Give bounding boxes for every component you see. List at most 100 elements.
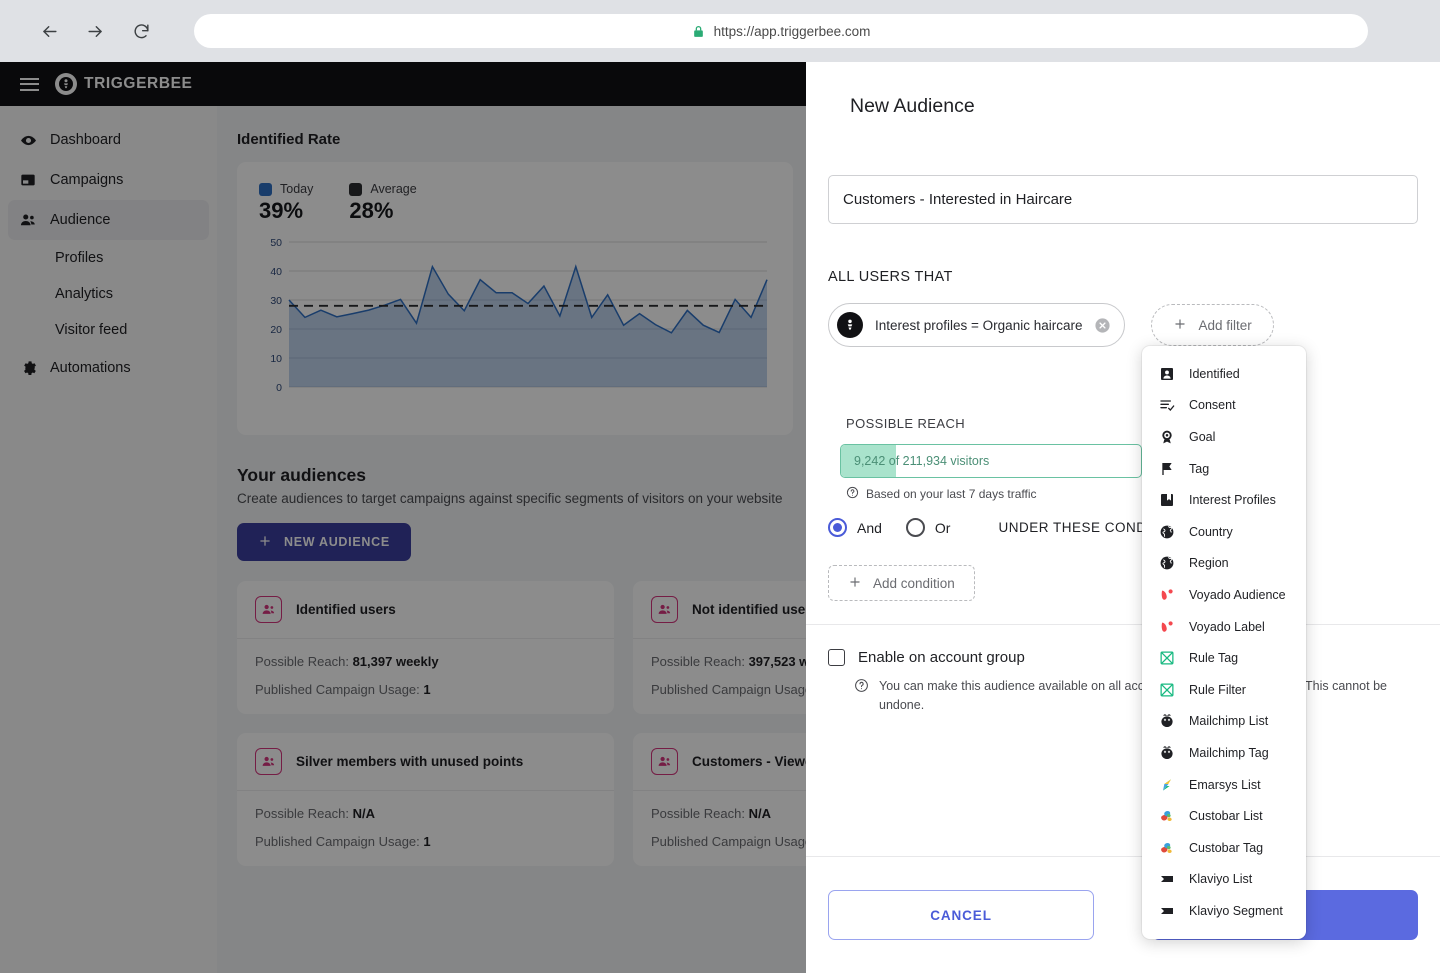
filter-chip-interest-profiles[interactable]: Interest profiles = Organic haircare xyxy=(828,303,1126,347)
account-group-checkbox-row[interactable]: Enable on account group xyxy=(828,649,1418,666)
dropdown-item-klaviyo-segment[interactable]: Klaviyo Segment xyxy=(1142,895,1306,927)
sidebar-item-visitor-feed[interactable]: Visitor feed xyxy=(0,312,217,348)
svg-text:50: 50 xyxy=(270,237,282,249)
dropdown-item-consent[interactable]: Consent xyxy=(1142,390,1306,422)
people-icon xyxy=(651,596,678,623)
lock-icon xyxy=(692,24,705,39)
dropdown-item-mailchimp-tag[interactable]: Mailchimp Tag xyxy=(1142,737,1306,769)
radio-and[interactable] xyxy=(828,518,847,537)
audience-card[interactable]: Silver members with unused points Possibl… xyxy=(237,733,614,866)
audience-card[interactable]: Identified users Possible Reach: 81,397 w… xyxy=(237,581,614,714)
back-button[interactable] xyxy=(34,16,64,46)
forward-button[interactable] xyxy=(80,16,110,46)
consent-icon xyxy=(1158,397,1175,414)
flag-icon xyxy=(1158,460,1175,477)
reload-button[interactable] xyxy=(126,16,156,46)
new-audience-button[interactable]: NEW AUDIENCE xyxy=(237,523,411,561)
address-bar[interactable]: https://app.triggerbee.com xyxy=(194,14,1368,48)
svg-text:10: 10 xyxy=(270,353,282,365)
chart-legend: Today 39% Average 28% xyxy=(259,182,771,224)
dropdown-item-custobar-list[interactable]: Custobar List xyxy=(1142,800,1306,832)
legend-swatch-average xyxy=(349,182,363,196)
possible-reach-bar: 9,242 of 211,934 visitors xyxy=(840,444,1142,478)
add-filter-button[interactable]: Add filter xyxy=(1151,304,1274,346)
triggerbee-logo-icon xyxy=(55,73,77,95)
people-icon xyxy=(255,748,282,775)
hamburger-icon[interactable] xyxy=(20,77,39,91)
close-circle-icon[interactable] xyxy=(1094,317,1111,334)
sidebar-item-profiles[interactable]: Profiles xyxy=(0,240,217,276)
plus-icon xyxy=(848,575,862,592)
dropdown-item-tag[interactable]: Tag xyxy=(1142,453,1306,485)
help-circle-icon xyxy=(854,678,869,715)
modal-title: New Audience xyxy=(850,95,975,117)
sidebar-item-audience[interactable]: Audience xyxy=(8,200,209,240)
sidebar-item-dashboard[interactable]: Dashboard xyxy=(8,120,209,160)
svg-text:20: 20 xyxy=(270,324,282,336)
voyado-icon xyxy=(1158,586,1175,603)
dropdown-item-identified[interactable]: Identified xyxy=(1142,358,1306,390)
dropdown-item-rule-tag[interactable]: Rule Tag xyxy=(1142,642,1306,674)
people-icon xyxy=(651,748,678,775)
sidebar-item-campaigns[interactable]: Campaigns xyxy=(8,160,209,200)
dropdown-item-label: Identified xyxy=(1189,366,1240,381)
custobar-icon xyxy=(1158,808,1175,825)
dropdown-item-label: Custobar List xyxy=(1189,809,1263,824)
globe-icon xyxy=(1158,555,1175,572)
dropdown-item-goal[interactable]: Goal xyxy=(1142,421,1306,453)
dropdown-item-label: Rule Tag xyxy=(1189,651,1239,666)
filter-type-dropdown[interactable]: Identified Consent Goal Tag Interest Profile… xyxy=(1142,346,1306,939)
chart-card: Today 39% Average 28% xyxy=(237,162,793,435)
sidebar-item-label: Campaigns xyxy=(50,172,124,188)
legend-swatch-today xyxy=(259,182,272,196)
dropdown-item-emarsys-list[interactable]: Emarsys List xyxy=(1142,769,1306,801)
modal-footer: CANCEL SAVE AUDIENCE xyxy=(806,856,1440,973)
new-audience-label: NEW AUDIENCE xyxy=(284,535,390,549)
mailchimp-icon xyxy=(1158,713,1175,730)
sidebar-item-automations[interactable]: Automations xyxy=(8,348,209,388)
dropdown-item-custobar-tag[interactable]: Custobar Tag xyxy=(1142,832,1306,864)
plus-icon xyxy=(258,534,272,551)
audience-usage-row: Published Campaign Usage: 1 xyxy=(255,682,431,697)
chart-title: Identified Rate xyxy=(237,131,341,148)
audience-card-header: Identified users xyxy=(237,581,614,639)
sidebar-item-label: Dashboard xyxy=(50,132,121,148)
dropdown-item-label: Mailchimp List xyxy=(1189,714,1269,729)
klaviyo-icon xyxy=(1158,871,1175,888)
dropdown-item-mailchimp-list[interactable]: Mailchimp List xyxy=(1142,706,1306,738)
voyado-icon xyxy=(1158,618,1175,635)
new-audience-modal: New Audience ALL USERS THAT Interest pro… xyxy=(806,62,1440,973)
triggerbee-logo-icon xyxy=(837,312,863,338)
dropdown-item-voyado-label[interactable]: Voyado Label xyxy=(1142,611,1306,643)
dropdown-item-label: Tag xyxy=(1189,461,1210,476)
audience-name-input[interactable] xyxy=(828,175,1418,224)
sidebar-item-analytics[interactable]: Analytics xyxy=(0,276,217,312)
audiences-header: Your audiences Create audiences to targe… xyxy=(237,465,1420,561)
account-group-label: Enable on account group xyxy=(858,649,1025,666)
dropdown-item-rule-filter[interactable]: Rule Filter xyxy=(1142,674,1306,706)
all-users-label: ALL USERS THAT xyxy=(828,269,953,285)
url-text: https://app.triggerbee.com xyxy=(713,23,871,39)
identified-rate-section: Identified Rate Today 39% xyxy=(237,131,1420,435)
dropdown-item-voyado-audience[interactable]: Voyado Audience xyxy=(1142,579,1306,611)
account-group-checkbox[interactable] xyxy=(828,649,845,666)
audience-card-header: Silver members with unused points xyxy=(237,733,614,791)
dropdown-item-klaviyo-list[interactable]: Klaviyo List xyxy=(1142,864,1306,896)
dropdown-item-interest-profiles[interactable]: Interest Profiles xyxy=(1142,484,1306,516)
audience-reach-row: Possible Reach: 81,397 weekly xyxy=(255,654,439,669)
dropdown-item-region[interactable]: Region xyxy=(1142,548,1306,580)
identified-rate-chart: 0 10 20 30 40 50 xyxy=(270,237,768,394)
sidebar: Dashboard Campaigns Audience Profiles An… xyxy=(0,106,217,973)
dropdown-item-country[interactable]: Country xyxy=(1142,516,1306,548)
browser-nav-buttons xyxy=(34,16,156,46)
audience-card-body: Possible Reach: 81,397 weekly Published C… xyxy=(237,639,614,714)
cancel-button[interactable]: CANCEL xyxy=(828,890,1095,940)
sidebar-subitem-label: Profiles xyxy=(55,250,104,266)
people-icon xyxy=(19,211,37,229)
add-condition-button[interactable]: Add condition xyxy=(828,565,975,601)
dropdown-item-label: Voyado Audience xyxy=(1189,587,1286,602)
radio-or[interactable] xyxy=(905,518,925,537)
